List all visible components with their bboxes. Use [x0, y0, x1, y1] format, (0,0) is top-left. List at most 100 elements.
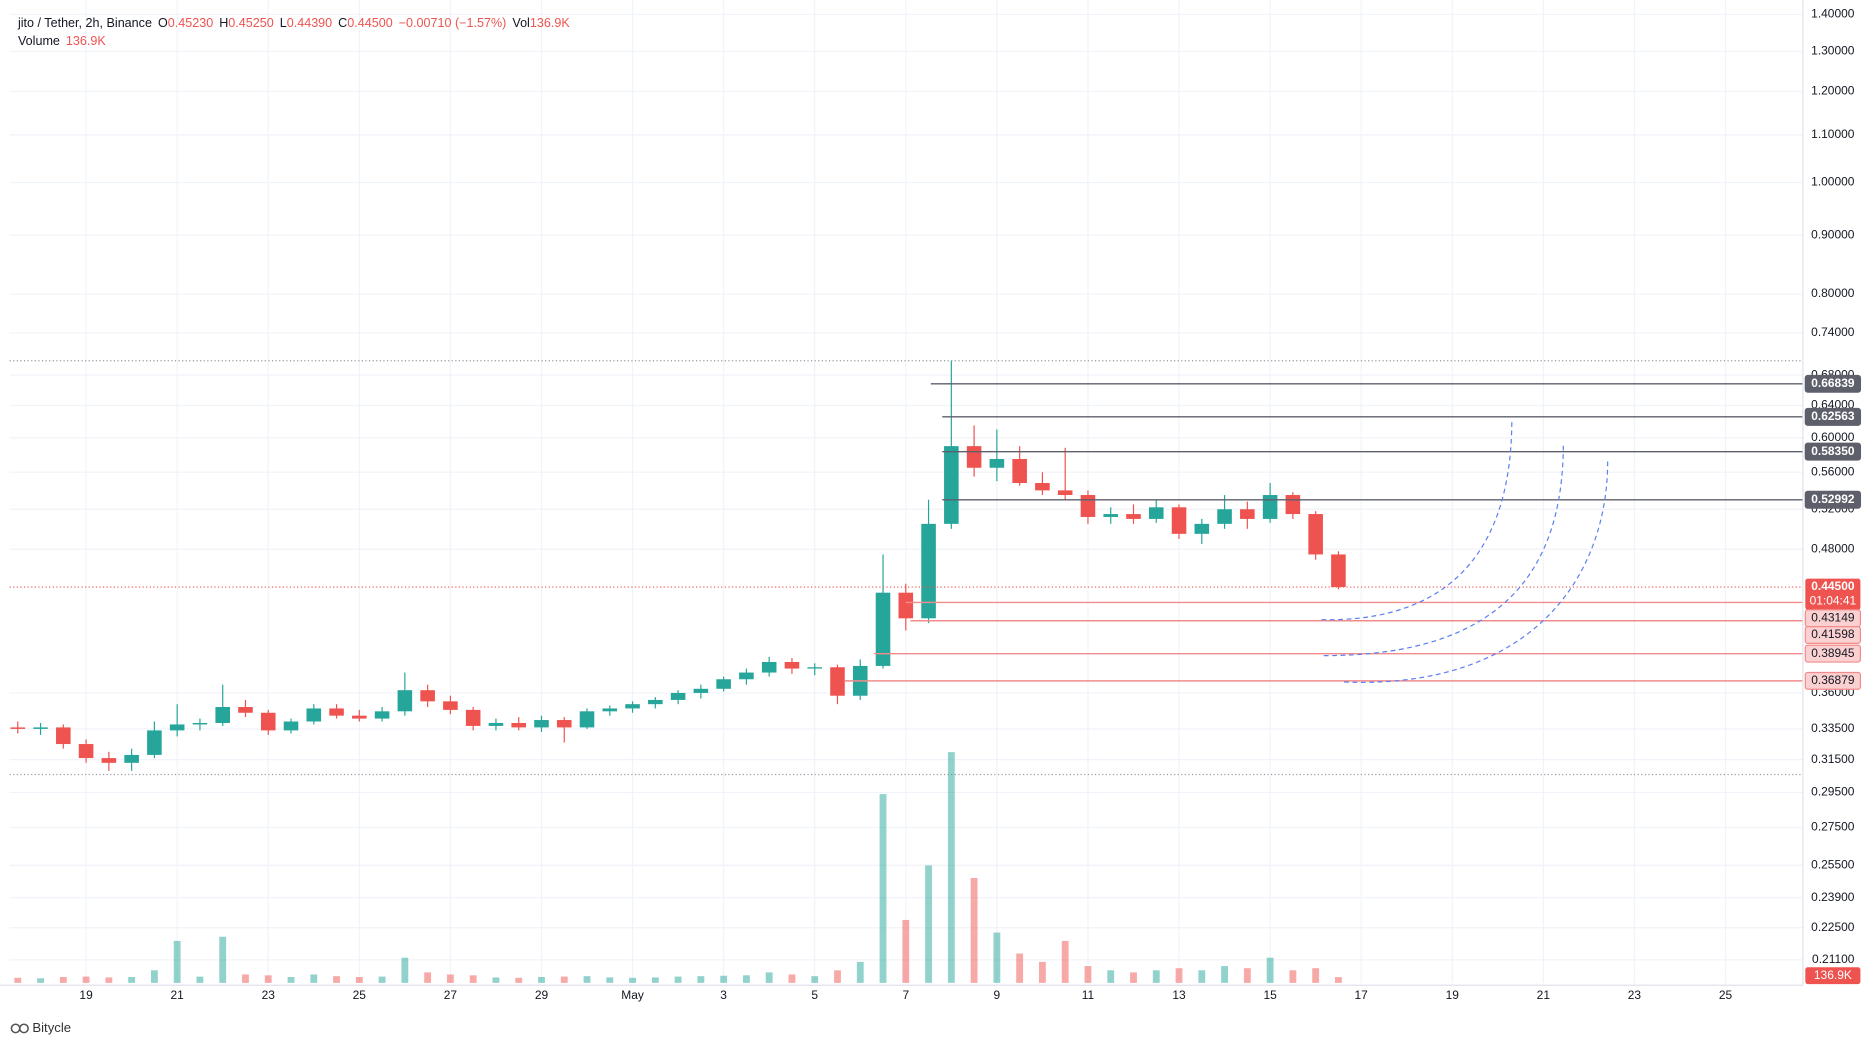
- candle-body: [1171, 507, 1187, 534]
- fib-arcs: [1321, 419, 1609, 683]
- candle-body: [465, 709, 481, 726]
- candle-body: [1262, 495, 1278, 519]
- volume-bar: [1198, 970, 1206, 983]
- x-tick-label: 17: [1355, 988, 1369, 1002]
- volume-bar: [1107, 970, 1115, 983]
- volume-bar: [59, 976, 67, 983]
- volume-bar: [264, 975, 272, 983]
- volume-bar: [1312, 968, 1320, 983]
- candle-body: [1308, 514, 1323, 555]
- legend-label: L: [280, 16, 287, 30]
- volume-bar: [856, 961, 864, 983]
- volume-bar: [1289, 970, 1297, 983]
- arc: [1344, 461, 1609, 683]
- x-tick-label: 27: [444, 988, 458, 1002]
- candle-body: [670, 692, 686, 700]
- volume-bar: [993, 932, 1001, 983]
- volume-bar: [811, 976, 819, 983]
- legend-value: 136.9K: [66, 34, 106, 48]
- volume-bar: [14, 977, 22, 983]
- price-label-box: [1805, 578, 1861, 610]
- volume-bar: [82, 976, 90, 983]
- candle-body: [944, 446, 959, 524]
- volume-bar: [1243, 968, 1251, 983]
- volume-bar: [37, 978, 44, 983]
- level-label: 0.58350: [1811, 444, 1855, 458]
- candle-body: [966, 446, 982, 468]
- candle-body: [556, 720, 572, 728]
- logo-ring: [18, 1023, 29, 1034]
- volume-bar: [925, 865, 932, 983]
- legend-label: Volume: [18, 34, 60, 48]
- y-tick-label: 0.31500: [1811, 752, 1855, 766]
- x-tick-label: 19: [1446, 988, 1460, 1002]
- volume-bar: [492, 977, 500, 983]
- legend-label: C: [338, 16, 347, 30]
- level-label: 0.52992: [1811, 492, 1855, 506]
- x-tick-label: 25: [353, 988, 367, 1002]
- y-tick-label: 0.22500: [1811, 920, 1855, 934]
- candle-body: [215, 707, 230, 723]
- level-label-box: [1804, 442, 1862, 461]
- volume-legend: Volume 136.9K: [18, 34, 106, 48]
- volume-bar: [629, 977, 636, 983]
- y-tick-label: 1.10000: [1811, 127, 1855, 141]
- candle-body: [192, 722, 208, 725]
- candle-body: [1012, 458, 1027, 484]
- candle-body: [1285, 495, 1301, 515]
- candle-body: [101, 758, 117, 763]
- volume-bar: [788, 974, 796, 983]
- x-tick-label: 25: [1719, 988, 1733, 1002]
- candle-body: [1057, 490, 1073, 496]
- brand[interactable]: Bitycle: [32, 1020, 71, 1035]
- y-tick-label: 0.80000: [1811, 286, 1855, 300]
- volume-bar: [720, 975, 728, 983]
- volume-bar: [1039, 961, 1046, 983]
- legend-label: O: [158, 16, 168, 30]
- candle-body: [1103, 514, 1119, 517]
- candle-body: [875, 592, 891, 666]
- volume-bar: [173, 940, 181, 983]
- y-tick-label: 1.40000: [1811, 7, 1855, 21]
- x-tick-label: 23: [262, 988, 276, 1002]
- level-label: 0.43149: [1811, 610, 1855, 624]
- volume-bar: [1130, 972, 1137, 983]
- legend-value: 0.45250: [228, 16, 273, 30]
- y-tick-label: 0.60000: [1811, 430, 1855, 444]
- y-tick-label: 0.25500: [1811, 857, 1855, 871]
- x-tick-label: 3: [720, 988, 727, 1002]
- volume-bar: [355, 976, 363, 983]
- candle-body: [648, 699, 663, 705]
- volume-bar: [287, 976, 295, 983]
- y-tick-label: 0.90000: [1811, 227, 1855, 241]
- candle-body: [693, 688, 709, 693]
- volume-bar: [1175, 968, 1183, 983]
- volume-bar: [401, 957, 409, 983]
- y-tick-label: 1.00000: [1811, 175, 1855, 189]
- volume-bar: [242, 974, 249, 983]
- y-tick-label: 0.21100: [1812, 952, 1855, 966]
- volume-bar: [1266, 957, 1274, 983]
- legend-value: 136.9K: [530, 16, 570, 30]
- volume-bar: [902, 919, 910, 983]
- volume-label: 136.9K: [1814, 968, 1852, 982]
- volume-bar: [1221, 966, 1228, 983]
- volume-bar: [970, 877, 978, 983]
- volume-bar: [196, 976, 204, 983]
- volume-bar: [128, 976, 136, 983]
- volume-bar: [583, 976, 591, 983]
- x-tick-label: 13: [1172, 988, 1186, 1002]
- x-tick-label: May: [621, 988, 644, 1002]
- x-tick-label: 9: [994, 988, 1001, 1002]
- candle-body: [56, 727, 71, 745]
- candle-body: [1035, 483, 1050, 491]
- candle-body: [33, 727, 48, 729]
- grid: [9, 0, 1803, 983]
- volume-bar: [446, 974, 454, 983]
- brand-logo[interactable]: Bitycle: [10, 1020, 71, 1035]
- candle-body: [306, 708, 322, 722]
- candle-body: [625, 704, 640, 709]
- candle-body: [238, 707, 253, 713]
- symbol-title: jito / Tether, 2h, Binance: [17, 16, 152, 30]
